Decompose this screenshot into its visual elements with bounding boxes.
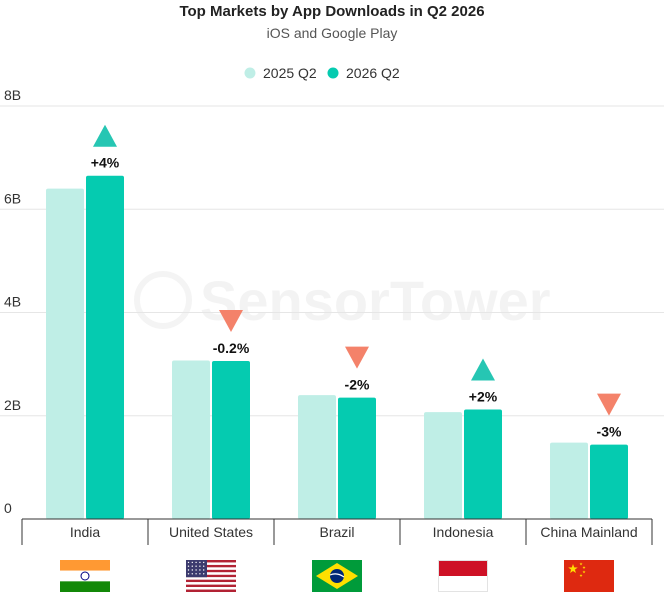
y-tick-label: 0	[4, 500, 12, 516]
y-tick-label: 4B	[4, 294, 21, 310]
x-tick-label: China Mainland	[540, 524, 637, 540]
change-label: +2%	[469, 389, 498, 405]
brazil-flag-icon	[312, 560, 362, 592]
x-tick-label: Indonesia	[433, 524, 494, 540]
bars	[46, 175, 628, 519]
bar-2026-indonesia	[464, 409, 502, 519]
bar-2025-united-states	[172, 360, 210, 519]
chart-title: Top Markets by App Downloads in Q2 2026	[179, 3, 484, 20]
bar-2025-brazil	[298, 395, 336, 519]
china-flag-icon	[564, 560, 614, 592]
usa-flag-icon	[186, 560, 236, 592]
bar-2026-china-mainland	[590, 444, 628, 519]
change-label: -0.2%	[213, 340, 250, 356]
bar-2025-indonesia	[424, 412, 462, 519]
y-tick-label: 2B	[4, 397, 21, 413]
change-label: -2%	[345, 377, 370, 393]
x-axis: India United States Brazil Indonesia China M…	[21, 518, 653, 545]
legend-label-2: 2026 Q2	[346, 65, 400, 81]
y-tick-label: 8B	[4, 87, 21, 103]
bar-2026-brazil	[338, 397, 376, 519]
change-indicators: +4% -0.2% -2% +2% -3%	[91, 124, 622, 440]
down-arrow-icon	[219, 310, 243, 333]
watermark-text: SensorTower	[200, 269, 551, 332]
india-flag-icon	[60, 560, 110, 592]
up-arrow-icon	[471, 358, 495, 381]
bar-2025-china-mainland	[550, 442, 588, 519]
flags	[60, 560, 614, 592]
bar-2026-united-states	[212, 361, 250, 519]
down-arrow-icon	[597, 393, 621, 416]
bar-2025-india	[46, 188, 84, 519]
bar-2026-india	[86, 175, 124, 519]
y-axis: 0 2B 4B 6B 8B	[4, 87, 21, 516]
x-tick-label: Brazil	[319, 524, 354, 540]
x-tick-label: United States	[169, 524, 253, 540]
legend-label-1: 2025 Q2	[263, 65, 317, 81]
chart-subtitle: iOS and Google Play	[267, 25, 398, 41]
down-arrow-icon	[345, 346, 369, 369]
x-tick-label: India	[70, 524, 101, 540]
change-label: -3%	[597, 424, 622, 440]
y-tick-label: 6B	[4, 190, 21, 206]
legend: 2025 Q2 2026 Q2	[244, 65, 400, 81]
watermark: SensorTower	[134, 269, 551, 332]
legend-swatch-1	[244, 67, 256, 79]
indonesia-flag-icon	[438, 560, 488, 592]
up-arrow-icon	[93, 124, 117, 147]
legend-swatch-2	[327, 67, 339, 79]
change-label: +4%	[91, 155, 120, 171]
